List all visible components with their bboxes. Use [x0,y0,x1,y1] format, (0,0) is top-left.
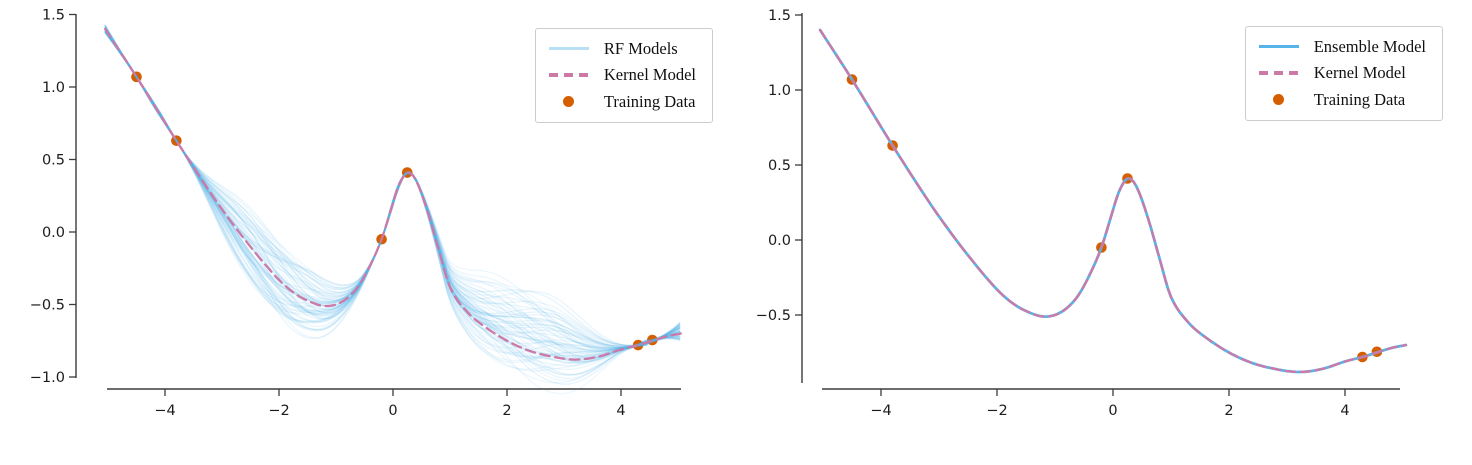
training-data-marker-sample [1272,94,1284,106]
legend-item-training-data: Training Data [549,91,696,112]
svg-text:0: 0 [1108,403,1117,419]
svg-text:0.0: 0.0 [42,225,65,241]
legend-label-rf-models: RF Models [603,39,678,58]
svg-text:−4: −4 [870,403,891,419]
training-data-marker-sample [562,96,574,108]
kernel-model-dash-sample [548,73,589,77]
rf-models-line-sample [548,47,589,51]
legend-label-ensemble-model: Ensemble Model [1313,37,1426,56]
svg-text:−2: −2 [268,403,289,419]
svg-text:−0.5: −0.5 [756,308,791,324]
ensemble-plot-legend: Ensemble Model Kernel Model Training Dat… [1244,26,1443,122]
svg-text:0: 0 [388,403,397,419]
svg-text:1.5: 1.5 [42,8,65,24]
legend-item-kernel-model: Kernel Model [1258,62,1426,83]
ensemble-model-panel: 1.5 1.0 0.5 0.0 −0.5 −4 −2 0 2 4 Ensemble Model K… [736,0,1472,465]
legend-label-kernel-model: Kernel Model [1313,63,1406,83]
svg-text:2: 2 [1224,403,1233,419]
legend-item-rf-models: RF Models [548,38,696,59]
svg-text:4: 4 [1340,403,1349,419]
legend-label-kernel-model: Kernel Model [603,65,696,85]
rf-plot-legend: RF Models Kernel Model Training Data [534,28,713,124]
rf-plot-svg: 1.5 1.0 0.5 0.0 −0.5 −1.0 −4 −2 0 2 4 [30,8,682,419]
svg-text:4: 4 [616,403,625,419]
ensemble-model-line-sample [1258,44,1299,49]
svg-text:0.5: 0.5 [768,158,791,174]
ensemble-plot-svg: 1.5 1.0 0.5 0.0 −0.5 −4 −2 0 2 4 [756,8,1408,419]
legend-item-ensemble-model: Ensemble Model [1258,36,1426,57]
svg-text:1.5: 1.5 [768,8,791,24]
legend-label-training-data: Training Data [1313,89,1406,109]
svg-text:−1.0: −1.0 [30,370,65,386]
rf-models-panel: 1.5 1.0 0.5 0.0 −0.5 −1.0 −4 −2 0 2 4 RF Models Ke… [30,8,713,419]
legend-item-training-data: Training Data [1259,89,1426,110]
svg-text:2: 2 [502,403,511,419]
svg-text:−4: −4 [154,403,175,419]
legend-label-training-data: Training Data [603,91,696,111]
svg-text:0.5: 0.5 [42,153,65,169]
kernel-model-dash-sample [1258,71,1299,75]
svg-text:−2: −2 [986,403,1007,419]
svg-text:1.0: 1.0 [768,83,791,99]
svg-text:−0.5: −0.5 [30,298,65,314]
svg-text:0.0: 0.0 [768,233,791,249]
legend-item-kernel-model: Kernel Model [548,64,696,85]
svg-text:1.0: 1.0 [42,80,65,96]
